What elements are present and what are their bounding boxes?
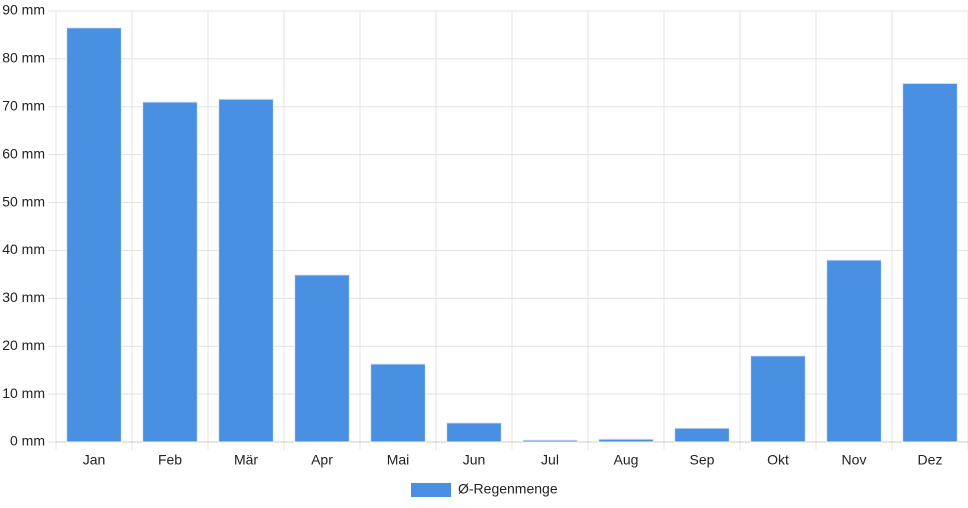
y-tick-label: 10 mm xyxy=(2,385,45,401)
y-tick-label: 90 mm xyxy=(2,2,45,18)
y-tick-label: 80 mm xyxy=(2,50,45,66)
bar xyxy=(142,101,198,443)
bar xyxy=(750,355,806,443)
bar xyxy=(598,438,654,443)
x-tick-label: Sep xyxy=(690,452,715,468)
x-tick-label: Dez xyxy=(918,452,943,468)
bar xyxy=(370,363,426,443)
legend-label: Ø-Regenmenge xyxy=(458,481,558,497)
x-tick-label: Jul xyxy=(541,452,559,468)
y-tick-label: 0 mm xyxy=(10,433,45,449)
bar xyxy=(446,422,502,443)
bar xyxy=(826,259,882,443)
y-tick-label: 30 mm xyxy=(2,289,45,305)
x-tick-label: Okt xyxy=(767,452,789,468)
x-tick-label: Jun xyxy=(463,452,486,468)
x-tick-label: Aug xyxy=(614,452,639,468)
y-tick-label: 40 mm xyxy=(2,241,45,257)
bar xyxy=(674,427,730,443)
legend-swatch xyxy=(411,483,451,497)
bar xyxy=(66,27,122,443)
x-tick-label: Mai xyxy=(387,452,410,468)
bar xyxy=(294,274,350,443)
y-tick-label: 20 mm xyxy=(2,337,45,353)
bar xyxy=(902,82,958,443)
x-tick-label: Apr xyxy=(311,452,333,468)
bar xyxy=(218,98,274,443)
y-tick-label: 60 mm xyxy=(2,145,45,161)
y-tick-label: 50 mm xyxy=(2,193,45,209)
x-tick-label: Jan xyxy=(83,452,106,468)
x-tick-label: Nov xyxy=(842,452,867,468)
x-tick-label: Mär xyxy=(234,452,258,468)
x-tick-label: Feb xyxy=(158,452,182,468)
bar xyxy=(522,439,578,443)
y-tick-label: 70 mm xyxy=(2,97,45,113)
